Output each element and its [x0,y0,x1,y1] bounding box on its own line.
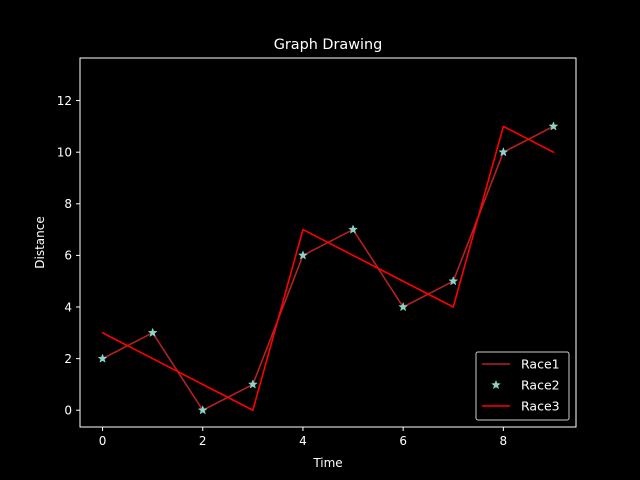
y-tick-label: 8 [64,197,72,211]
y-tick-label: 6 [64,249,72,263]
series-race2 [97,121,559,415]
y-axis-label: Distance [33,216,47,268]
legend-item-race3: Race3 [482,399,560,414]
legend-item-race2: Race2 [491,378,560,393]
y-tick-label: 2 [64,352,72,366]
x-axis: 0 2 4 6 8 [99,427,507,448]
data-point-race2 [147,327,158,338]
legend-swatch [491,379,501,390]
data-point-race2 [448,276,459,286]
y-axis: 0 2 4 6 8 10 12 [57,94,80,418]
x-tick-label: 0 [99,434,107,448]
y-tick-label: 4 [64,300,72,314]
y-tick-label: 10 [57,145,72,159]
x-tick-label: 8 [500,434,508,448]
plot-frame [79,57,577,428]
x-tick-label: 6 [399,434,407,448]
x-axis-label: Time [312,456,342,470]
x-tick-label: 2 [199,434,207,448]
series-layer [97,121,559,415]
data-point-race2 [498,146,509,157]
series-line-race3 [101,125,555,412]
data-point-race2 [297,250,308,260]
data-point-race2 [97,353,108,363]
series-race3 [101,125,555,412]
data-point-race2 [247,379,258,389]
data-point-race2 [548,121,559,131]
y-tick-label: 0 [64,404,72,418]
y-tick-label: 12 [57,94,72,108]
data-point-race2 [398,301,409,312]
legend-item-race1: Race1 [482,357,560,372]
legend-label: Race1 [521,357,560,372]
data-point-race2 [197,405,208,415]
x-tick-label: 4 [299,434,307,448]
chart-title: Graph Drawing [274,37,383,53]
legend: Race1 Race2 Race3 [475,351,570,421]
legend-label: Race2 [521,378,560,393]
legend-frame [475,351,570,421]
legend-label: Race3 [521,399,560,414]
data-point-race2 [348,224,359,234]
